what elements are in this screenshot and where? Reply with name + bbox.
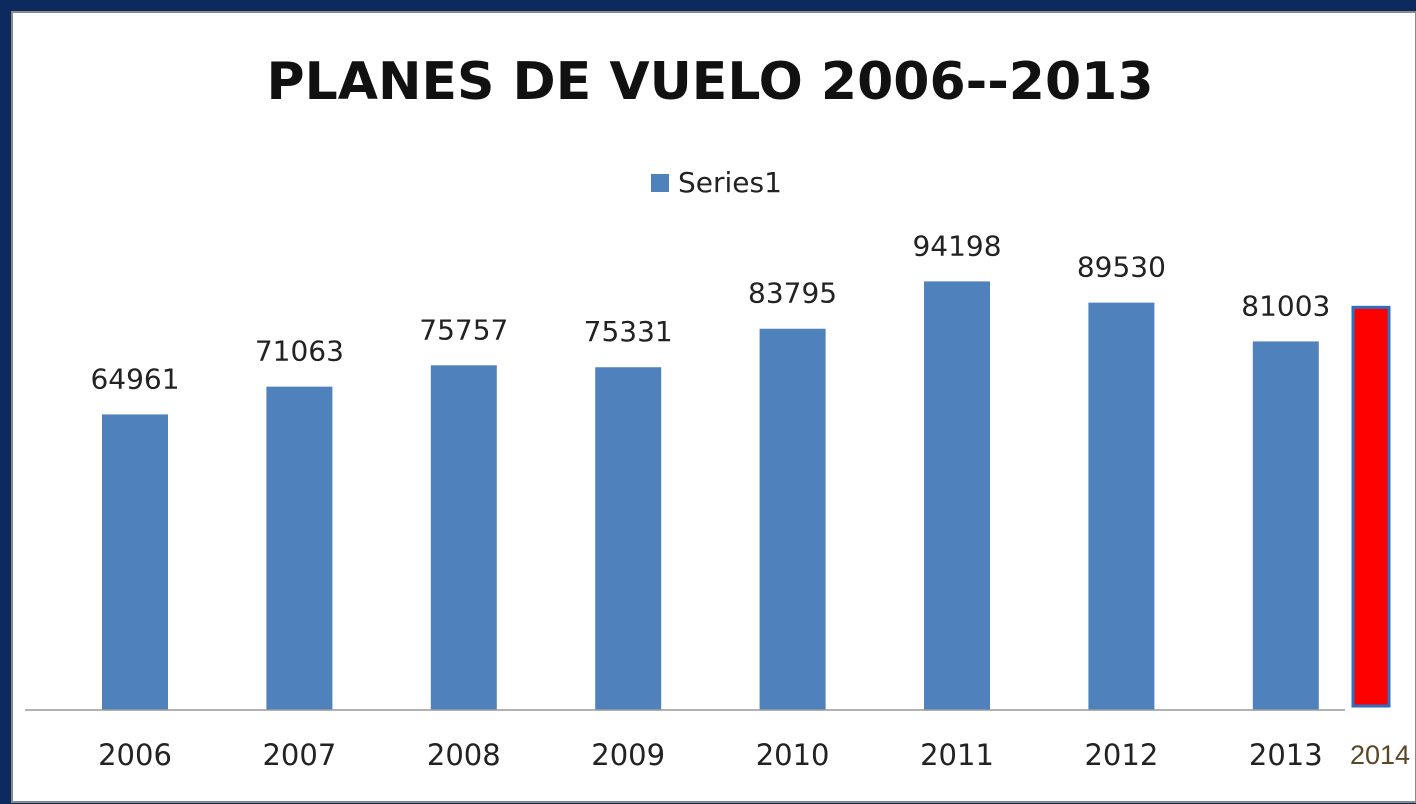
- bar: [266, 386, 333, 710]
- data-label: 75331: [584, 315, 673, 348]
- x-tick-label: 2013: [1249, 738, 1323, 772]
- data-label: 81003: [1241, 289, 1330, 322]
- data-label: 89530: [1077, 251, 1166, 284]
- data-label: 94198: [912, 229, 1001, 262]
- data-label: 64961: [90, 362, 179, 395]
- bar: [1088, 302, 1155, 710]
- data-label: 71063: [255, 335, 344, 368]
- x-tick-label: 2011: [920, 738, 994, 772]
- bar: [430, 365, 497, 710]
- legend-swatch: [651, 174, 669, 192]
- x-tick-label: 2010: [756, 738, 830, 772]
- x-tick-label: 2012: [1084, 738, 1158, 772]
- legend-label: Series1: [678, 166, 782, 199]
- x-tick-label: 2007: [262, 738, 336, 772]
- data-label: 83795: [748, 277, 837, 310]
- chart-title: PLANES DE VUELO 2006--2013: [266, 52, 1153, 112]
- highlight-label: 2014: [1350, 740, 1410, 770]
- bar: [924, 281, 990, 710]
- bar: [595, 367, 662, 710]
- chart-panel: [11, 11, 1416, 803]
- x-tick-label: 2006: [98, 738, 172, 772]
- x-tick-label: 2008: [427, 738, 501, 772]
- data-label: 75757: [419, 313, 508, 346]
- highlight-bar: [1351, 305, 1391, 708]
- bar: [759, 328, 826, 710]
- bar: [1252, 341, 1319, 710]
- x-tick-label: 2009: [591, 738, 665, 772]
- bar: [102, 414, 168, 710]
